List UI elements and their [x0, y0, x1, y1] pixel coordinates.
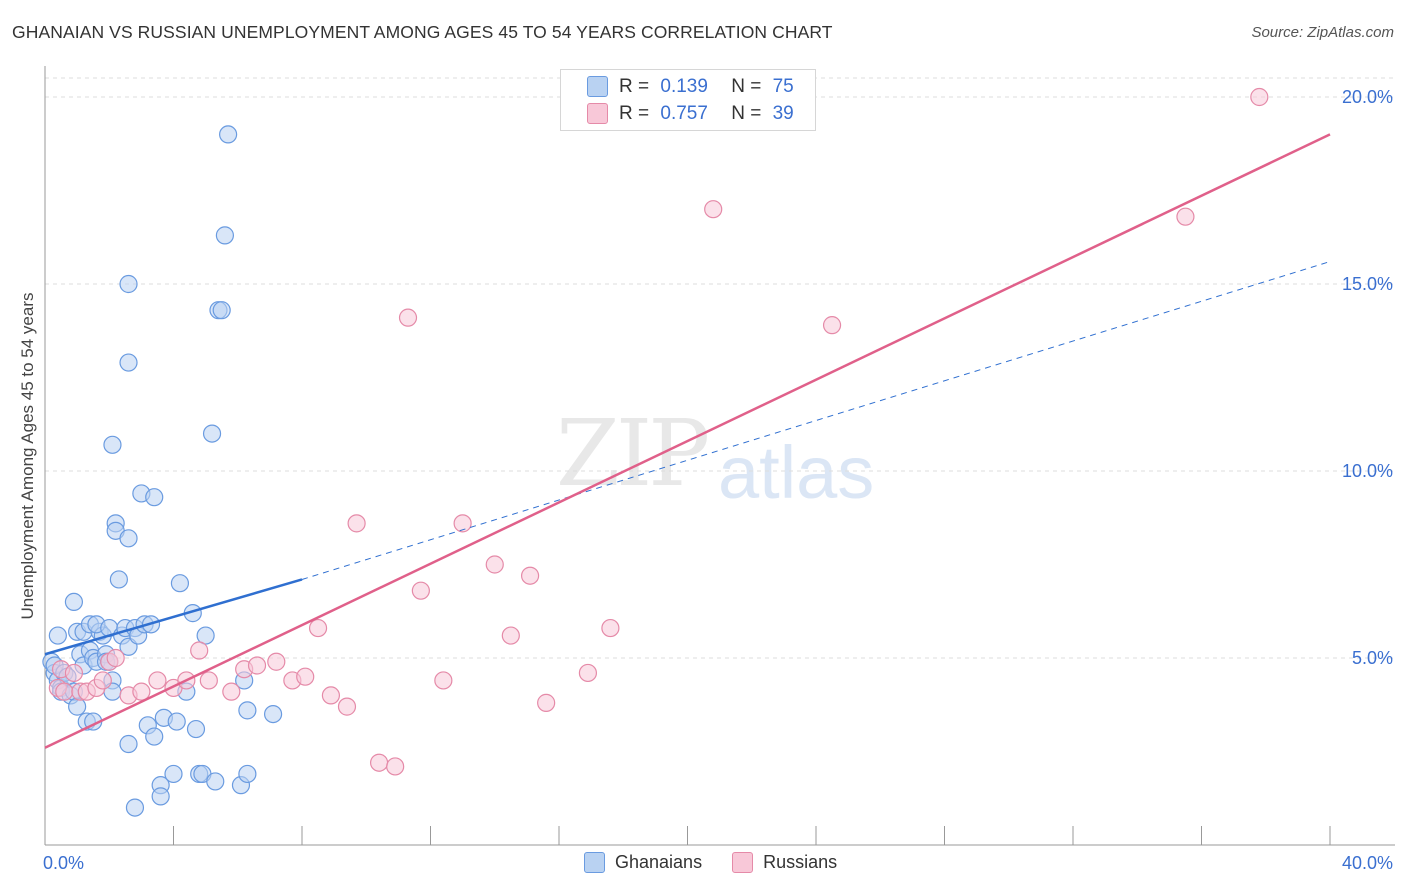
legend-n-value: 75 — [772, 76, 794, 97]
ghanaian-point — [186, 719, 206, 739]
russian-point — [337, 697, 357, 716]
legend-item-ghanaians: Ghanaians — [584, 852, 702, 873]
russian-point — [398, 308, 418, 327]
legend-r-value: 0.139 — [660, 76, 708, 97]
ghanaian-point — [164, 764, 183, 784]
ghanaian-point — [145, 488, 164, 507]
ghanaian-point — [238, 764, 257, 784]
x-tick-label: 0.0% — [43, 853, 84, 873]
russian-point — [93, 671, 112, 690]
y-tick-label: 15.0% — [1342, 274, 1393, 294]
ghanaian-trend-dashed — [301, 261, 1331, 580]
russian-point — [296, 667, 315, 686]
russian-point — [267, 652, 286, 671]
ghanaian-point — [125, 798, 145, 817]
legend-n-value: 39 — [772, 103, 794, 124]
russian-point — [704, 200, 723, 219]
russian-point — [64, 663, 84, 683]
ghanaian-point — [170, 574, 190, 593]
legend-swatch-blue — [587, 76, 608, 97]
russian-point — [501, 626, 520, 645]
ghanaian-point — [167, 712, 186, 731]
russian-point — [222, 682, 241, 701]
ghanaian-point — [64, 592, 84, 612]
watermark-zip: ZIP — [556, 400, 710, 507]
russian-point — [822, 316, 842, 335]
russian-point — [386, 757, 405, 776]
russian-point — [520, 566, 540, 585]
y-tick-label: 10.0% — [1342, 461, 1393, 481]
russian-trend-line — [44, 133, 1331, 749]
russian-point — [106, 648, 125, 668]
ghanaian-point — [119, 353, 138, 372]
legend-r-value: 0.757 — [660, 103, 708, 124]
y-tick-label: 5.0% — [1352, 648, 1393, 668]
russian-point — [321, 686, 341, 705]
russian-point — [247, 656, 267, 675]
legend-item-russians: Russians — [732, 852, 837, 873]
ghanaian-point — [219, 125, 238, 144]
ghanaian-point — [68, 697, 87, 716]
ghanaian-point — [263, 704, 283, 724]
ghanaian-point — [238, 701, 257, 720]
ghanaian-point — [215, 226, 234, 245]
russian-point — [148, 671, 167, 690]
ghanaian-trend-line — [44, 578, 303, 656]
ghanaian-point — [145, 727, 164, 746]
russian-point — [537, 693, 556, 712]
legend-r-label: R = — [619, 76, 650, 97]
ghanaian-point — [48, 626, 67, 645]
russian-point — [601, 618, 620, 638]
russian-point — [132, 682, 151, 701]
legend-label-russians: Russians — [763, 852, 838, 872]
russian-point — [485, 555, 504, 574]
x-tick-label: 40.0% — [1342, 853, 1393, 873]
russian-point — [347, 514, 366, 533]
russian-point — [55, 682, 74, 701]
russian-point — [308, 618, 328, 638]
russian-point — [1176, 207, 1195, 226]
ghanaian-point — [151, 787, 170, 806]
russian-point — [190, 641, 209, 660]
russian-point — [199, 671, 218, 690]
watermark-atlas: atlas — [718, 431, 875, 514]
legend-n-label: N = — [731, 103, 762, 124]
ghanaian-point — [206, 772, 225, 791]
ghanaian-point — [119, 734, 138, 754]
source-label: Source: ZipAtlas.com — [1251, 24, 1394, 41]
russian-point — [1250, 87, 1269, 107]
legend-swatch-blue — [584, 852, 605, 873]
y-tick-label: 20.0% — [1342, 87, 1393, 107]
ghanaian-point — [109, 570, 128, 589]
ghanaian-point — [119, 274, 138, 294]
russian-point — [578, 663, 598, 683]
chart-title: GHANAIAN VS RUSSIAN UNEMPLOYMENT AMONG A… — [12, 22, 833, 42]
legend-r-label: R = — [619, 103, 650, 124]
legend-n-label: N = — [731, 76, 762, 97]
legend-swatch-pink — [587, 103, 608, 124]
russian-point — [370, 753, 389, 772]
russian-point — [453, 514, 472, 533]
legend-label-ghanaians: Ghanaians — [615, 852, 703, 872]
russian-point — [411, 581, 430, 600]
ghanaian-point — [103, 435, 122, 454]
ghanaian-point — [196, 626, 215, 645]
russian-point — [434, 671, 453, 690]
legend-swatch-pink — [732, 852, 754, 873]
y-axis-label: Unemployment Among Ages 45 to 54 years — [18, 292, 37, 620]
series-legend: Ghanaians Russians — [584, 852, 867, 873]
ghanaian-point — [119, 529, 138, 548]
ghanaian-point — [202, 424, 222, 443]
correlation-legend: R = 0.139 N = 75 R = 0.757 N = 39 — [560, 69, 816, 131]
ghanaian-point — [212, 301, 231, 320]
